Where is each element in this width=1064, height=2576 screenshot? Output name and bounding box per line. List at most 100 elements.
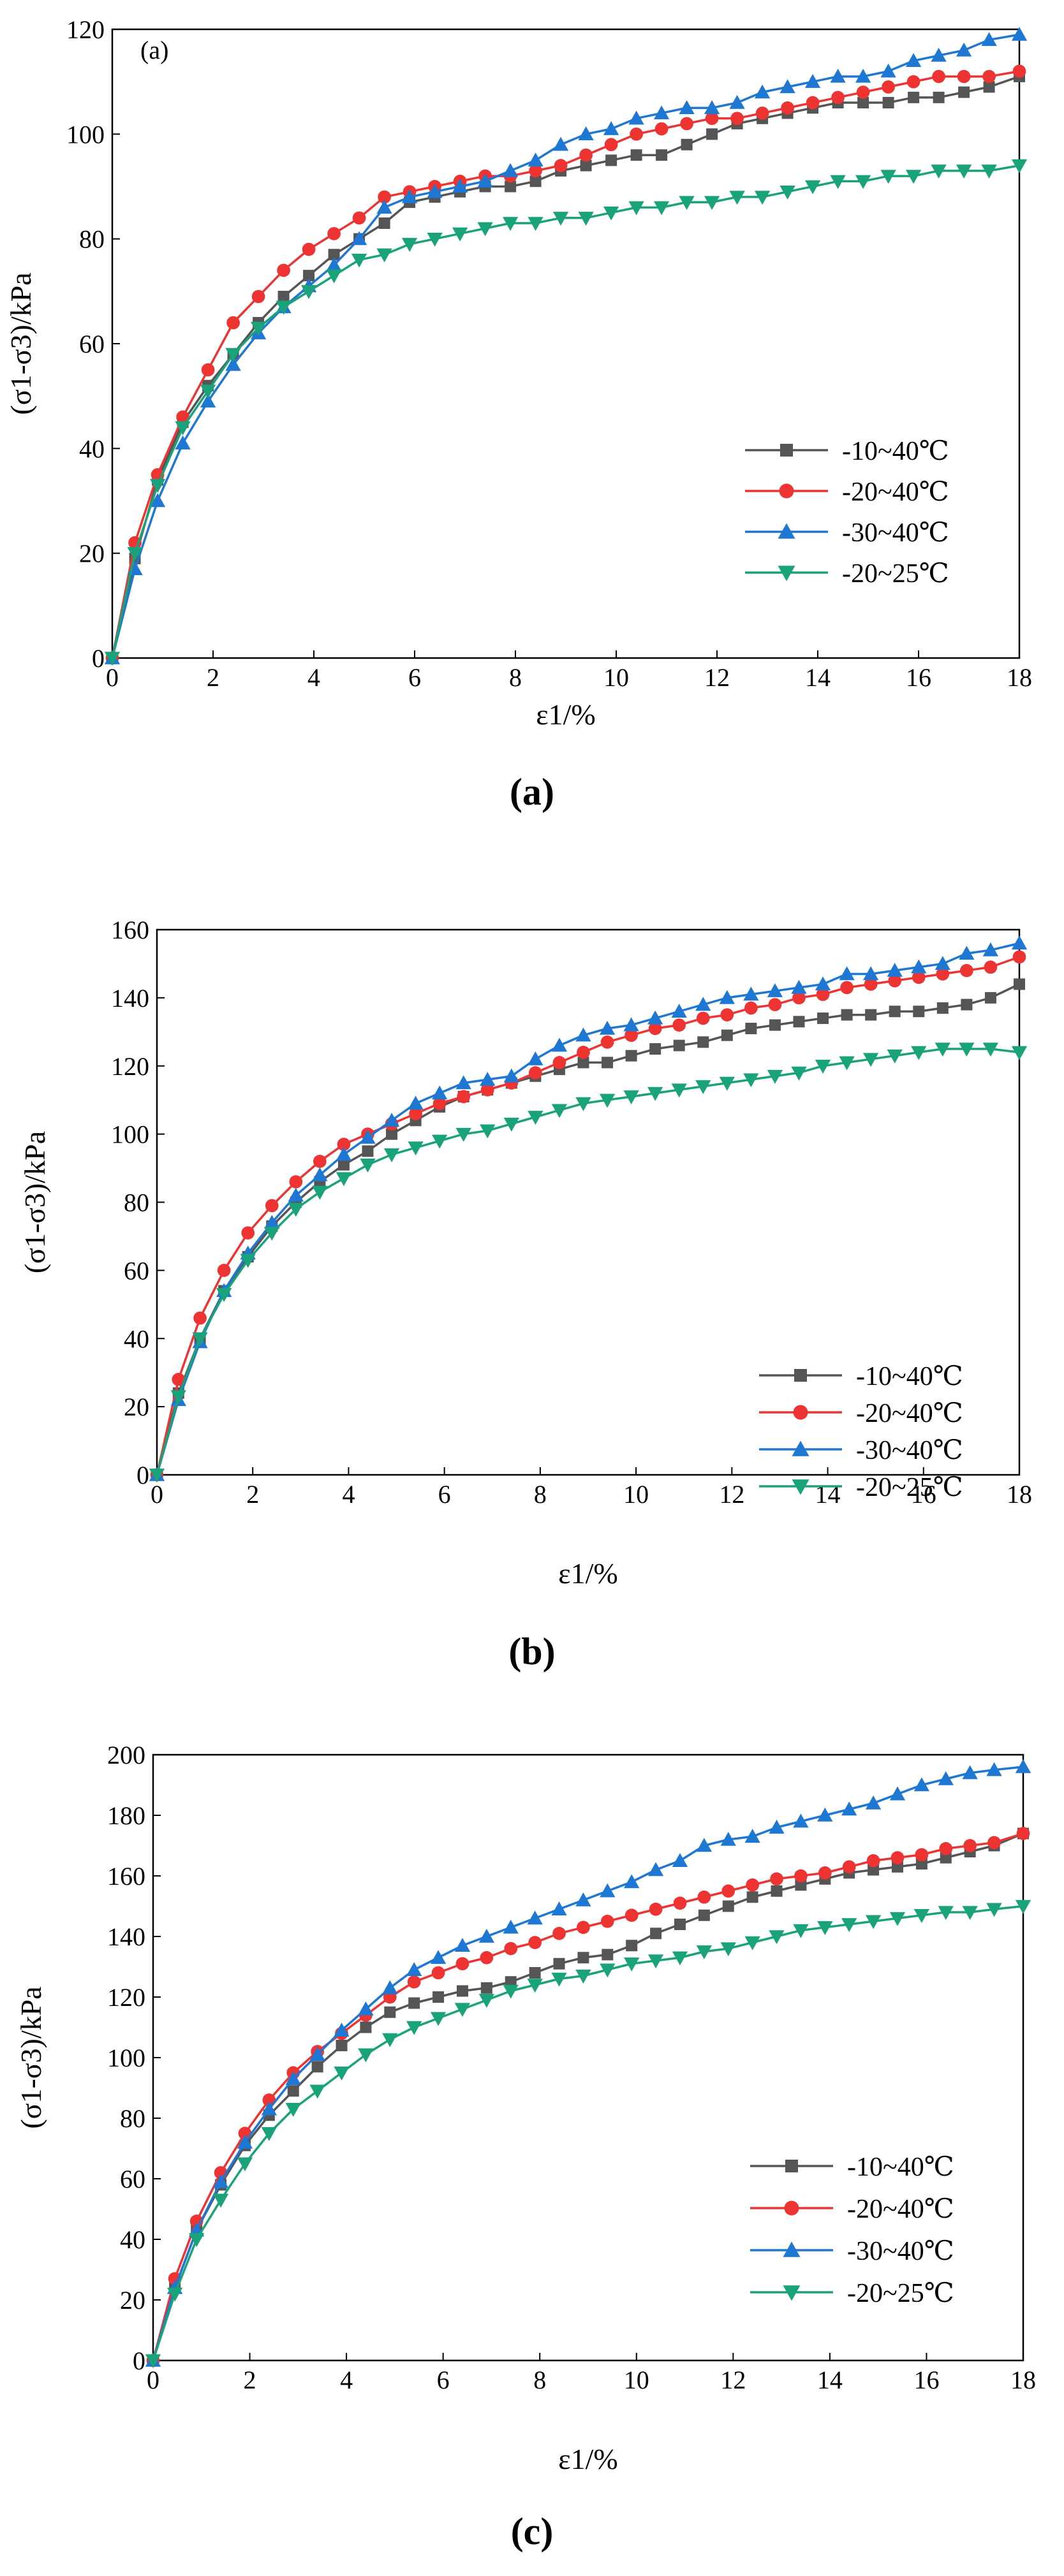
data-point [477,173,493,188]
data-point [794,1869,808,1883]
data-point [647,1862,664,1877]
data-point [905,53,922,68]
legend-marker [783,2285,801,2301]
x-tick-label: 10 [624,2366,649,2394]
y-tick-label: 140 [107,1922,145,1951]
data-point [915,1848,929,1862]
data-point [362,1145,374,1157]
data-point [906,75,920,89]
x-tick-label: 8 [534,1480,547,1509]
data-point [706,128,718,140]
data-point [360,1129,376,1144]
data-point [744,1829,760,1843]
data-point [769,1930,785,1945]
x-tick-label: 12 [704,663,730,692]
y-tick-label: 40 [124,1324,149,1353]
legend-label: -30~40℃ [842,518,949,548]
data-point [986,1903,1002,1917]
data-point [889,1006,901,1018]
data-point [503,1068,519,1083]
data-point [600,1883,616,1898]
x-tick-label: 18 [1010,2366,1036,2394]
data-point [888,974,902,988]
data-point [225,356,241,371]
data-point [911,959,927,974]
data-point [771,1885,783,1897]
x-tick-label: 14 [805,663,831,692]
data-point [277,291,290,303]
data-point [673,1896,687,1910]
data-point [743,1073,759,1088]
data-point [432,1085,448,1100]
data-point [931,47,947,62]
data-point [300,285,317,299]
data-point [887,962,903,977]
data-point [277,263,290,277]
data-point [302,242,316,256]
data-point [212,2193,229,2208]
data-point [554,159,568,172]
data-point [815,976,831,991]
data-point [170,1390,186,1405]
y-tick-label: 80 [79,225,105,254]
data-point [698,1909,710,1921]
data-point [358,2001,374,2016]
data-point [986,1762,1002,1776]
data-point [580,159,592,172]
x-tick-label: 18 [1007,1480,1032,1509]
series-group [149,935,1028,1481]
y-axis-label: (σ1-σ3)/kPa [4,272,37,414]
data-point [352,211,366,225]
data-point [455,1127,471,1142]
data-point [529,1066,542,1079]
legend-label: -10~40℃ [847,2153,954,2182]
data-point [383,1113,400,1127]
data-point [327,227,341,240]
data-point [529,1967,541,1979]
data-point [720,1831,736,1846]
data-point [376,200,392,214]
data-point [936,967,950,981]
x-axis-label: ε1/% [558,2443,617,2475]
data-point [432,1991,445,2003]
y-tick-label: 180 [107,1801,145,1830]
y-tick-label: 0 [137,1461,149,1489]
x-tick-label: 4 [342,1480,355,1509]
data-point [696,1011,710,1025]
x-tick-label: 16 [911,1480,936,1509]
data-point [217,1264,231,1277]
data-point [351,231,367,245]
data-point [936,1002,949,1014]
data-point [650,1928,662,1940]
x-tick-label: 12 [720,2366,746,2394]
data-point [552,1056,566,1069]
data-point [722,1900,734,1912]
data-point [623,1090,639,1104]
data-point [795,1879,807,1891]
data-point [336,2040,348,2051]
data-point [149,479,166,493]
data-point [504,1942,518,1956]
data-point [842,1860,856,1874]
data-point [334,2023,350,2037]
data-point [889,1786,906,1801]
data-point [719,1076,735,1091]
data-point [768,998,782,1011]
data-point [831,91,845,105]
data-point [575,1027,591,1042]
data-point [769,1019,781,1031]
data-point [767,983,783,997]
data-point [818,1866,832,1880]
panel-caption: (a) [510,771,554,813]
data-point [804,74,821,88]
data-point [1011,27,1028,41]
legend-marker [779,483,794,499]
data-point [721,1884,735,1898]
legend-marker [785,2160,798,2172]
data-point [865,1795,882,1810]
data-point [913,1909,930,1923]
legend-label: -30~40℃ [847,2237,954,2266]
data-point [261,2101,277,2116]
data-point [856,85,870,99]
x-tick-label: 10 [603,663,629,692]
